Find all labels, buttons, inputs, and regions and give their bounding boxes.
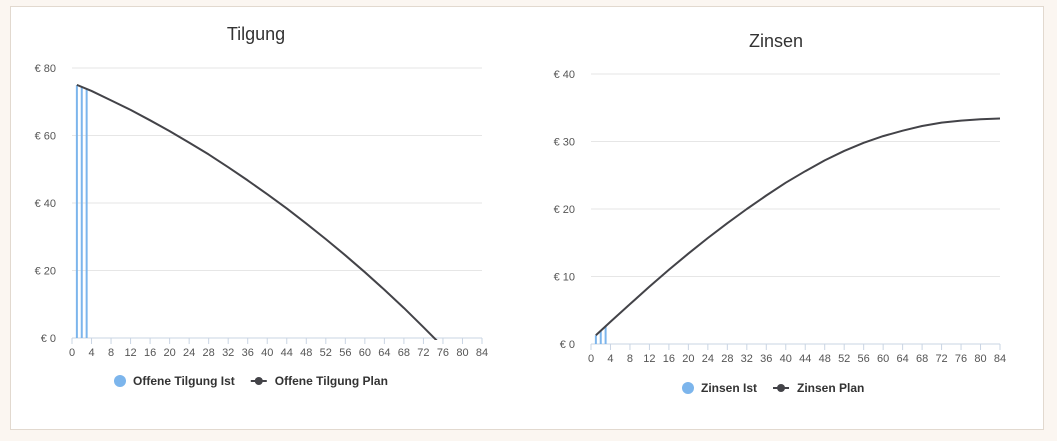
x-tick-label: 68	[916, 353, 928, 365]
ist-column	[75, 85, 78, 339]
y-tick-label: € 60	[35, 131, 56, 143]
x-tick-label: 84	[994, 353, 1006, 365]
x-tick-label: 76	[437, 347, 449, 359]
chart-title: Zinsen	[749, 31, 803, 51]
x-tick-label: 64	[896, 353, 908, 365]
x-tick-label: 12	[124, 347, 136, 359]
x-tick-label: 72	[417, 347, 429, 359]
plan-line	[595, 117, 1001, 336]
x-tick-label: 84	[476, 347, 488, 359]
x-tick-label: 16	[663, 353, 675, 365]
legend-marker-icon	[777, 384, 786, 392]
x-tick-label: 8	[627, 353, 633, 365]
legend-marker-icon	[254, 377, 263, 385]
legend-item[interactable]: Zinsen Plan	[773, 381, 864, 395]
x-tick-label: 80	[456, 347, 468, 359]
legend-label: Offene Tilgung Ist	[133, 374, 235, 388]
chart-title: Tilgung	[227, 24, 285, 44]
legend-label: Offene Tilgung Plan	[275, 374, 388, 388]
x-tick-label: 28	[203, 347, 215, 359]
x-tick-label: 32	[222, 347, 234, 359]
x-tick-label: 44	[799, 353, 811, 365]
y-tick-label: € 20	[35, 266, 56, 278]
x-tick-label: 56	[858, 353, 870, 365]
ist-column	[85, 89, 88, 338]
x-tick-label: 52	[320, 347, 332, 359]
x-tick-label: 68	[398, 347, 410, 359]
legend-label: Zinsen Plan	[797, 381, 864, 395]
x-tick-label: 0	[588, 353, 594, 365]
x-tick-label: 36	[760, 353, 772, 365]
x-tick-label: 40	[261, 347, 273, 359]
ist-column	[594, 335, 597, 344]
x-tick-label: 56	[339, 347, 351, 359]
ist-column	[80, 87, 83, 338]
x-tick-label: 20	[682, 353, 694, 365]
legend-item[interactable]: Offene Tilgung Ist	[114, 374, 235, 388]
x-tick-label: 80	[974, 353, 986, 365]
x-tick-label: 12	[643, 353, 655, 365]
legend-item[interactable]: Zinsen Ist	[682, 381, 757, 395]
x-tick-label: 60	[877, 353, 889, 365]
y-tick-label: € 40	[554, 69, 575, 81]
ist-column	[604, 326, 607, 344]
x-tick-label: 72	[935, 353, 947, 365]
y-tick-label: € 40	[35, 198, 56, 210]
chart-tilgung: Tilgung€ 0€ 20€ 40€ 60€ 800 4 8 12 16 20 24 28 3…	[35, 24, 489, 388]
x-tick-label: 44	[281, 347, 293, 359]
x-tick-label: 28	[721, 353, 733, 365]
x-tick-label: 48	[300, 347, 312, 359]
y-tick-label: € 0	[41, 333, 56, 345]
x-tick-label: 64	[378, 347, 390, 359]
x-tick-label: 0	[69, 347, 75, 359]
x-tick-label: 60	[359, 347, 371, 359]
x-tick-label: 20	[163, 347, 175, 359]
x-tick-label: 24	[183, 347, 195, 359]
plot-area	[594, 117, 1001, 344]
charts-panel	[10, 6, 1044, 430]
x-tick-label: 48	[819, 353, 831, 365]
legend-label: Zinsen Ist	[701, 381, 757, 395]
x-tick-label: 52	[838, 353, 850, 365]
legend-circle-icon	[114, 375, 126, 387]
x-tick-label: 16	[144, 347, 156, 359]
legend-item[interactable]: Offene Tilgung Plan	[250, 374, 388, 388]
plan-line	[76, 83, 438, 340]
y-tick-label: € 0	[560, 339, 575, 351]
x-tick-label: 36	[242, 347, 254, 359]
y-tick-label: € 30	[554, 137, 575, 149]
plot-area	[75, 83, 438, 340]
y-tick-label: € 10	[554, 272, 575, 284]
x-tick-label: 76	[955, 353, 967, 365]
ist-column	[599, 331, 602, 344]
x-tick-label: 40	[780, 353, 792, 365]
chart-zinsen: Zinsen€ 0€ 10€ 20€ 30€ 400 4 8 12 16 20 24 28 32…	[554, 31, 1007, 395]
y-tick-label: € 20	[554, 204, 575, 216]
x-tick-label: 8	[108, 347, 114, 359]
x-tick-label: 4	[607, 353, 613, 365]
x-tick-label: 32	[741, 353, 753, 365]
x-tick-label: 4	[88, 347, 94, 359]
legend-circle-icon	[682, 382, 694, 394]
x-tick-label: 24	[702, 353, 714, 365]
y-tick-label: € 80	[35, 63, 56, 75]
